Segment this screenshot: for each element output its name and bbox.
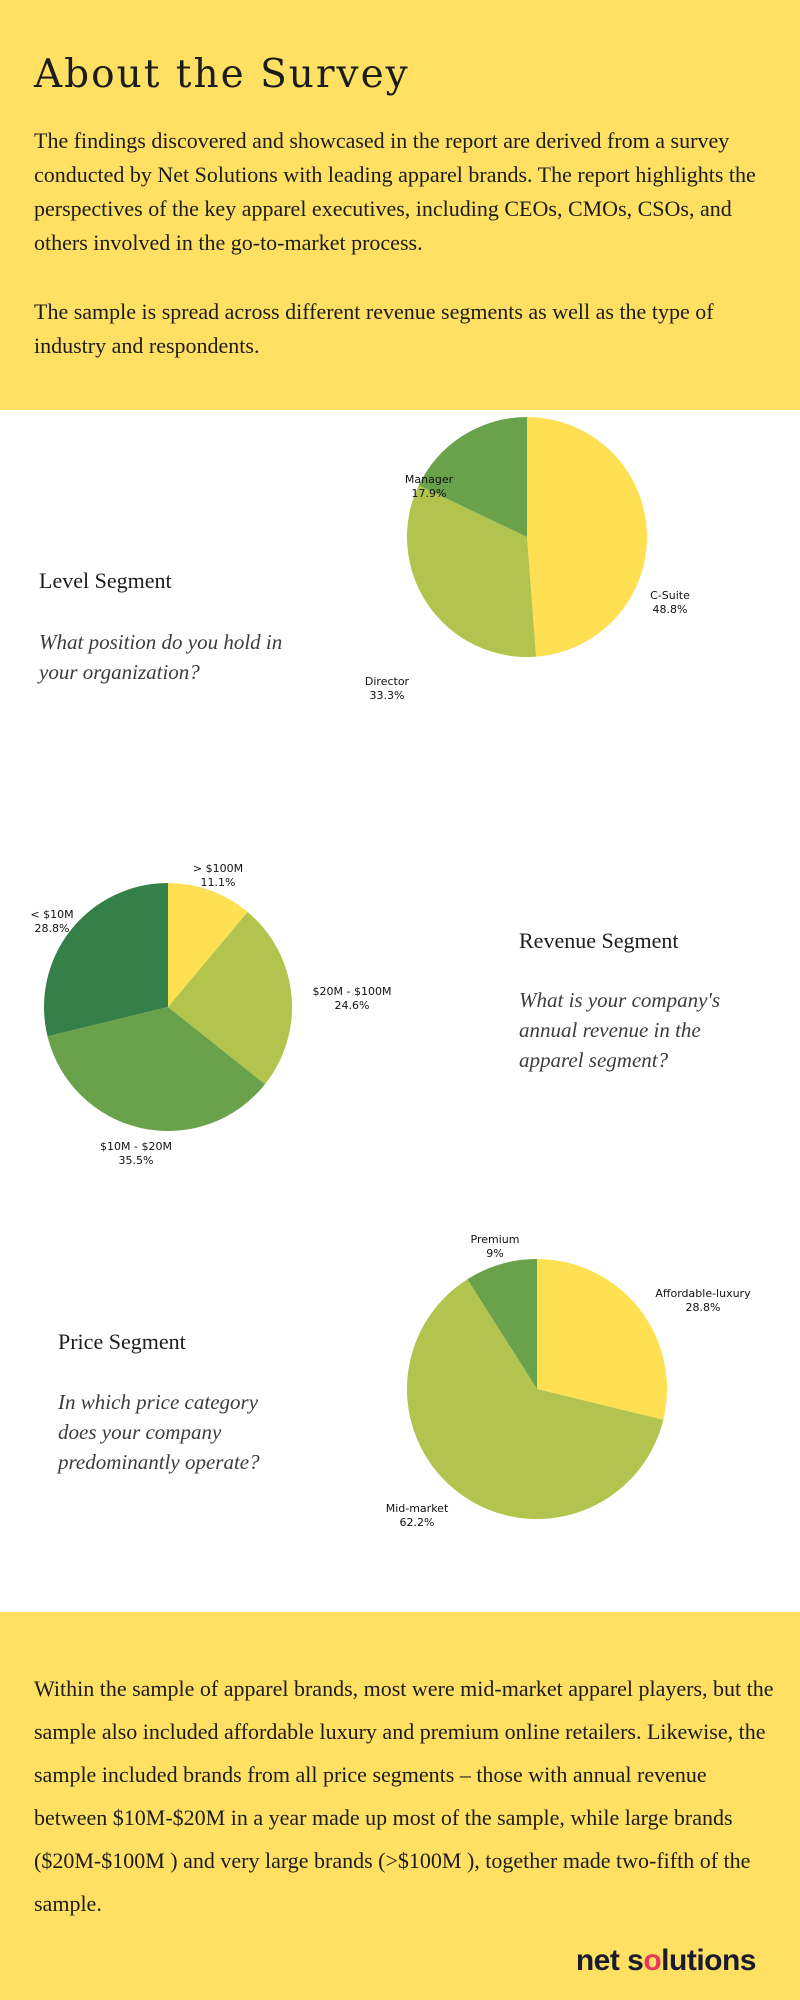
level-segment-question: What position do you hold in your organi… — [39, 630, 283, 684]
summary-paragraph: Within the sample of apparel brands, mos… — [34, 1676, 774, 1916]
level-slice-label: Director — [365, 675, 410, 688]
level-pie-slice — [406, 485, 537, 658]
revenue-pie-slice — [44, 883, 169, 1037]
level-pie-slice — [527, 417, 648, 657]
revenue-slice-label: $10M - $20M — [100, 1140, 172, 1153]
price-slice-value: 9% — [486, 1247, 503, 1260]
price-slice-value: 28.8% — [686, 1301, 721, 1314]
level-slice-label: Manager — [405, 473, 454, 486]
price-segment-question: In which price category does your compan… — [58, 1390, 260, 1474]
intro-banner: About the Survey The findings discovered… — [0, 0, 800, 410]
revenue-slice-label: < $10M — [30, 908, 73, 921]
price-slice-label: Mid-market — [386, 1502, 449, 1515]
revenue-pie-slice — [47, 1007, 266, 1132]
revenue-slice-label: $20M - $100M — [313, 985, 392, 998]
price-slice-label: Affordable-luxury — [655, 1287, 751, 1300]
level-slice-value: 48.8% — [653, 603, 688, 616]
net-solutions-logo: net solutions — [575, 1944, 757, 1978]
logo-text-right: lutions — [661, 1944, 756, 1977]
price-segment-title: Price Segment — [58, 1329, 186, 1354]
price-pie-slice — [537, 1259, 667, 1420]
price-pie-slice — [406, 1279, 664, 1520]
intro-paragraph-2: The sample is spread across different re… — [34, 299, 714, 358]
level-segment-title: Level Segment — [39, 568, 172, 593]
logo-dot: o — [643, 1944, 662, 1977]
revenue-segment-title: Revenue Segment — [519, 928, 679, 953]
intro-paragraph-1: The findings discovered and showcased in… — [34, 128, 756, 255]
level-slice-label: C-Suite — [650, 589, 690, 602]
price-slice-value: 62.2% — [400, 1516, 435, 1529]
page-title: About the Survey — [34, 52, 410, 97]
revenue-segment-question: What is your company's annual revenue in… — [519, 988, 721, 1072]
price-slice-label: Premium — [471, 1233, 520, 1246]
revenue-slice-value: 24.6% — [335, 999, 370, 1012]
revenue-pie-slice — [168, 911, 293, 1085]
level-pie-slice — [418, 417, 527, 537]
level-slice-value: 17.9% — [412, 487, 447, 500]
revenue-slice-value: 28.8% — [35, 922, 70, 935]
revenue-pie-slice — [168, 883, 248, 1007]
level-slice-value: 33.3% — [370, 689, 405, 702]
summary-banner: Within the sample of apparel brands, mos… — [0, 1612, 800, 2000]
logo-text-left: net s — [575, 1944, 644, 1977]
price-pie-slice — [467, 1258, 537, 1389]
revenue-slice-value: 11.1% — [201, 876, 236, 889]
revenue-slice-label: > $100M — [193, 862, 243, 875]
revenue-slice-value: 35.5% — [119, 1154, 154, 1167]
